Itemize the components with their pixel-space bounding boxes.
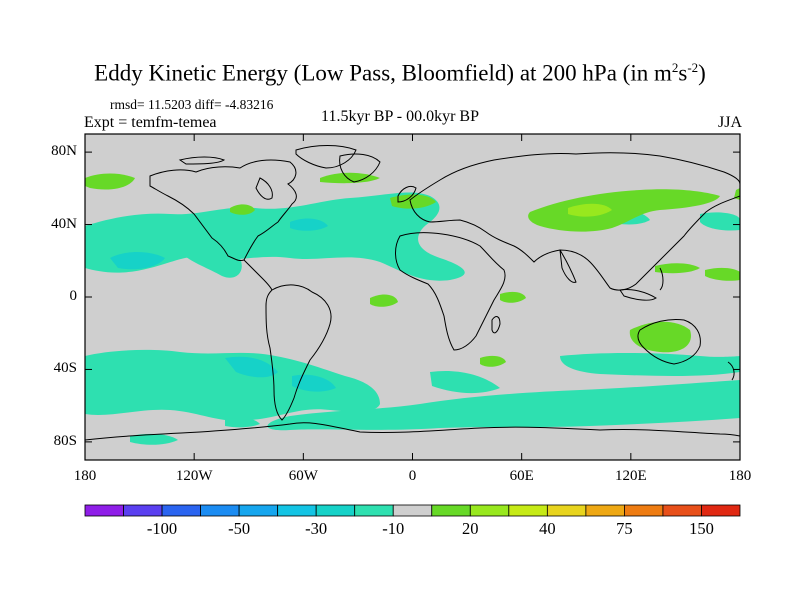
x-tick-label: 0 bbox=[408, 468, 417, 484]
colorbar-label: 40 bbox=[539, 519, 556, 538]
colorbar-label: -30 bbox=[305, 519, 328, 538]
colorbar-swatch bbox=[662, 504, 702, 517]
y-tick-label: 0 bbox=[69, 288, 78, 304]
colorbar-swatch bbox=[701, 504, 741, 517]
x-tick-label: 120E bbox=[614, 468, 647, 484]
colorbar-label: 75 bbox=[616, 519, 633, 538]
y-tick-label: 80S bbox=[53, 432, 77, 449]
season-label: JJA bbox=[717, 114, 742, 131]
colorbar-swatch bbox=[469, 504, 510, 517]
chart-subtitle: 11.5kyr BP - 00.0kyr BP bbox=[321, 108, 479, 125]
colorbar-swatch bbox=[546, 504, 587, 517]
colorbar-swatch bbox=[277, 504, 317, 517]
colorbar-swatch bbox=[161, 504, 201, 517]
x-tick-label: 120W bbox=[175, 468, 213, 484]
colorbar-swatch bbox=[238, 504, 279, 517]
y-tick-label: 40S bbox=[53, 360, 77, 377]
colorbar-swatch bbox=[354, 504, 394, 517]
colorbar-label: 150 bbox=[689, 519, 714, 538]
colorbar bbox=[84, 504, 741, 517]
x-axis-ticks bbox=[84, 134, 741, 460]
colorbar-swatch bbox=[315, 504, 356, 517]
x-tick-label: 180 bbox=[728, 468, 752, 484]
colorbar-swatch bbox=[123, 504, 163, 517]
colorbar-swatch bbox=[585, 504, 625, 517]
y-tick-label: 80N bbox=[51, 143, 77, 160]
experiment-label: Expt = temfm-temea bbox=[84, 114, 217, 131]
x-tick-label: 60W bbox=[288, 468, 318, 484]
colorbar-swatch bbox=[624, 504, 664, 517]
y-tick-label: 40N bbox=[51, 215, 77, 232]
colorbar-swatch bbox=[200, 504, 240, 517]
coastlines bbox=[85, 145, 740, 441]
colorbar-swatch bbox=[84, 504, 124, 517]
y-axis-ticks bbox=[85, 151, 740, 443]
chart-title: Eddy Kinetic Energy (Low Pass, Bloomfiel… bbox=[94, 60, 706, 86]
colorbar-label: -100 bbox=[146, 519, 178, 538]
colorbar-label: -10 bbox=[382, 519, 405, 538]
colorbar-swatch bbox=[508, 504, 548, 517]
x-tick-label: 180 bbox=[73, 468, 97, 484]
stats-line: rmsd= 11.5203 diff= -4.83216 bbox=[110, 97, 274, 112]
x-tick-label: 60E bbox=[509, 468, 534, 484]
colorbar-swatch bbox=[431, 504, 471, 517]
anomaly-field bbox=[85, 172, 740, 445]
colorbar-swatch bbox=[392, 504, 433, 517]
colorbar-label: -50 bbox=[228, 519, 251, 538]
colorbar-label: 20 bbox=[462, 519, 479, 538]
